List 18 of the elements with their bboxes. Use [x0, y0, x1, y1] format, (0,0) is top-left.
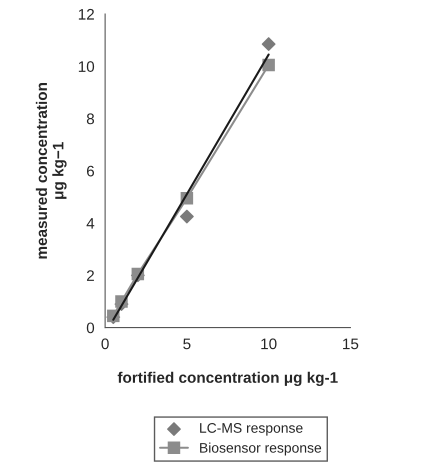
y-tick-label: 0: [86, 322, 94, 334]
legend-label: LC-MS response: [200, 423, 303, 436]
point: [180, 210, 194, 224]
y-tick-label: 2: [86, 270, 94, 281]
x-axis-title: fortified concentration μg kg-1: [118, 372, 338, 386]
point: [262, 58, 275, 72]
x-tick-label: 0: [101, 338, 109, 350]
x-tick-label: 15: [343, 338, 358, 350]
y-tick-label: 12: [78, 8, 94, 20]
y-axis-title: measured concentration μg kg−1: [36, 83, 67, 259]
x-tick-label: 10: [261, 338, 277, 350]
y-tick-label: 10: [78, 61, 94, 72]
x-tick-label: 5: [183, 338, 190, 350]
y-tick-label: 4: [86, 218, 94, 229]
legend-label: Biosensor response: [200, 442, 322, 456]
point: [262, 37, 276, 51]
y-tick-label: 6: [86, 166, 94, 177]
y-tick-label: 8: [86, 113, 94, 124]
